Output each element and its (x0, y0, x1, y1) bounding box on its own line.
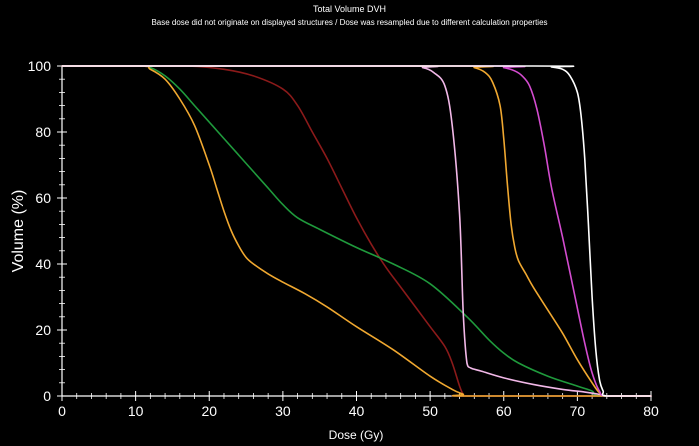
x-tick-label: 0 (58, 403, 66, 419)
y-tick-label: 20 (35, 322, 51, 338)
chart-subtitle: Base dose did not originate on displayed… (151, 18, 547, 27)
y-tick-label: 80 (35, 124, 51, 140)
series-line-orange-structure-low (61, 65, 652, 397)
y-tick-label: 100 (28, 58, 52, 74)
x-tick-label: 40 (349, 403, 365, 419)
series-line-dark-red-structure (61, 65, 652, 397)
y-tick-label: 60 (35, 190, 51, 206)
series-line-pink-white-structure (61, 65, 652, 397)
x-tick-label: 50 (422, 403, 438, 419)
chart-title: Total Volume DVH (313, 4, 386, 14)
x-tick-label: 10 (128, 403, 144, 419)
series-line-green-structure (61, 65, 652, 397)
series-line-orange-structure-high (61, 65, 652, 397)
y-tick-label: 40 (35, 256, 51, 272)
series-line-magenta-structure (61, 65, 652, 397)
axes (61, 66, 651, 397)
x-tick-label: 20 (201, 403, 217, 419)
series-lines (61, 65, 652, 397)
x-axis-label: Dose (Gy) (329, 428, 384, 442)
x-tick-label: 60 (496, 403, 512, 419)
x-tick-label: 70 (570, 403, 586, 419)
x-tick-label: 80 (643, 403, 659, 419)
series-line-white-structure (61, 65, 652, 397)
x-tick-label: 30 (275, 403, 291, 419)
y-tick-label: 0 (43, 388, 51, 404)
ticks: 0 10 20 30 40 50 60 70 80 0 20 40 60 80 100 (28, 58, 659, 419)
y-axis-label: Volume (%) (10, 190, 27, 273)
